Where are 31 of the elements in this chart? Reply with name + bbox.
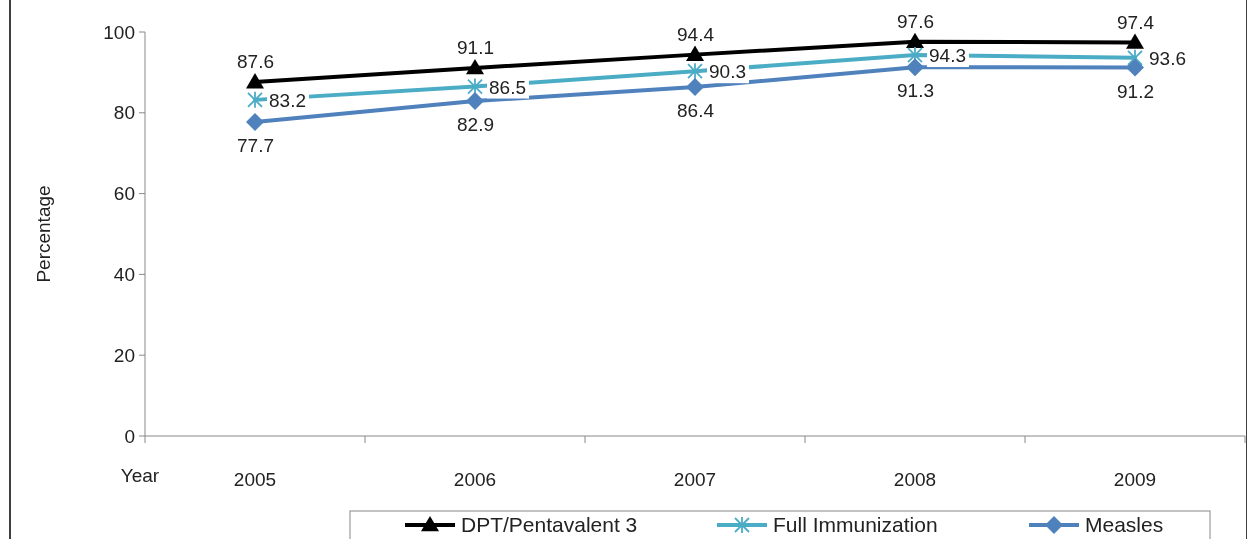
- y-tick-label: 0: [124, 425, 135, 447]
- x-tick-label: 2005: [233, 469, 277, 490]
- data-label: 94.4: [677, 23, 715, 45]
- data-label: 82.9: [457, 114, 494, 136]
- data-label: 86.5: [489, 76, 526, 98]
- data-label: 97.6: [897, 10, 934, 32]
- data-label: 91.2: [1117, 80, 1154, 102]
- x-tick-label: 2007: [673, 469, 717, 490]
- x-tick-label: 2008: [893, 469, 937, 490]
- x-axis-title: Year: [120, 465, 160, 486]
- y-axis-title: Percentage: [33, 185, 54, 283]
- data-label: 91.1: [457, 36, 494, 58]
- data-label: 77.7: [237, 135, 274, 157]
- legend-label: Measles: [1085, 513, 1164, 537]
- legend-label: DPT/Pentavalent 3: [461, 513, 638, 537]
- data-label: 83.2: [269, 89, 306, 111]
- legend-label: Full Immunization: [773, 513, 938, 537]
- x-tick-label: 2006: [453, 469, 497, 490]
- y-tick-label: 80: [113, 102, 135, 124]
- y-tick-label: 100: [103, 21, 135, 43]
- data-label: 86.4: [677, 99, 715, 121]
- data-label: 90.3: [709, 61, 746, 83]
- data-label: 91.3: [897, 80, 934, 102]
- data-label: 87.6: [237, 51, 274, 73]
- y-tick-label: 60: [113, 183, 135, 205]
- x-tick-label: 2009: [1113, 469, 1157, 490]
- data-label: 94.3: [929, 45, 966, 67]
- y-tick-label: 40: [113, 264, 135, 286]
- data-label: 93.6: [1149, 47, 1186, 69]
- y-tick-label: 20: [113, 344, 135, 366]
- data-label: 97.4: [1117, 11, 1155, 33]
